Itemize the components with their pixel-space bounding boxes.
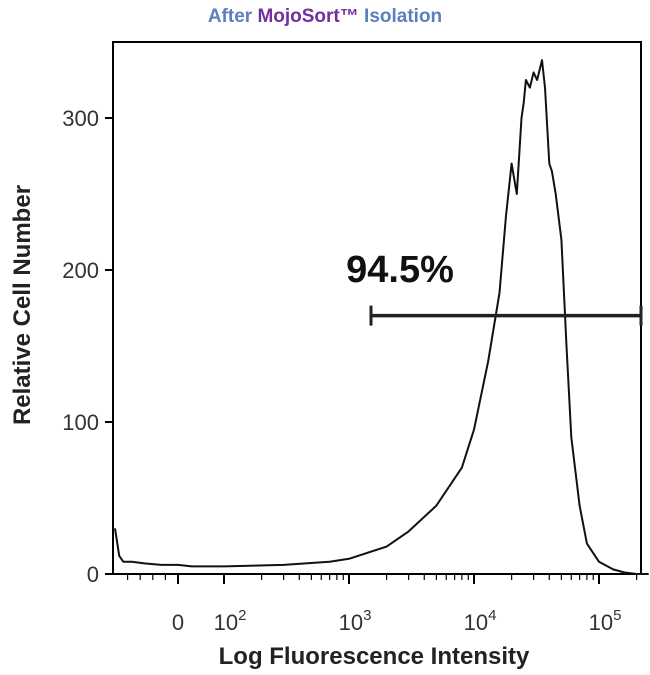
- x-tick-label: 104: [464, 607, 497, 635]
- x-tick-label: 102: [214, 607, 247, 635]
- axes: 0 100 200 300 0 102 103 104 105: [62, 41, 642, 635]
- histogram-line: [114, 59, 649, 575]
- plot-frame: [112, 41, 642, 575]
- y-tick-label: 100: [62, 410, 99, 435]
- plot-area: 94.5%: [114, 59, 649, 575]
- y-axis-label: Relative Cell Number: [9, 185, 36, 425]
- y-tick-label: 200: [62, 258, 99, 283]
- gate-percentage-label: 94.5%: [346, 249, 454, 291]
- chart-title: After MojoSort™ Isolation: [0, 6, 650, 28]
- y-tick-label: 300: [62, 106, 99, 131]
- title-part-after: After: [207, 6, 258, 27]
- x-tick-label: 103: [339, 607, 372, 635]
- title-part-isolation: Isolation: [358, 6, 443, 27]
- y-tick-label: 0: [87, 562, 99, 587]
- x-tick-label: 0: [172, 610, 184, 635]
- title-part-mojosort: MojoSort™: [257, 6, 359, 27]
- x-tick-label: 105: [589, 607, 622, 635]
- x-axis-label: Log Fluorescence Intensity: [219, 643, 530, 670]
